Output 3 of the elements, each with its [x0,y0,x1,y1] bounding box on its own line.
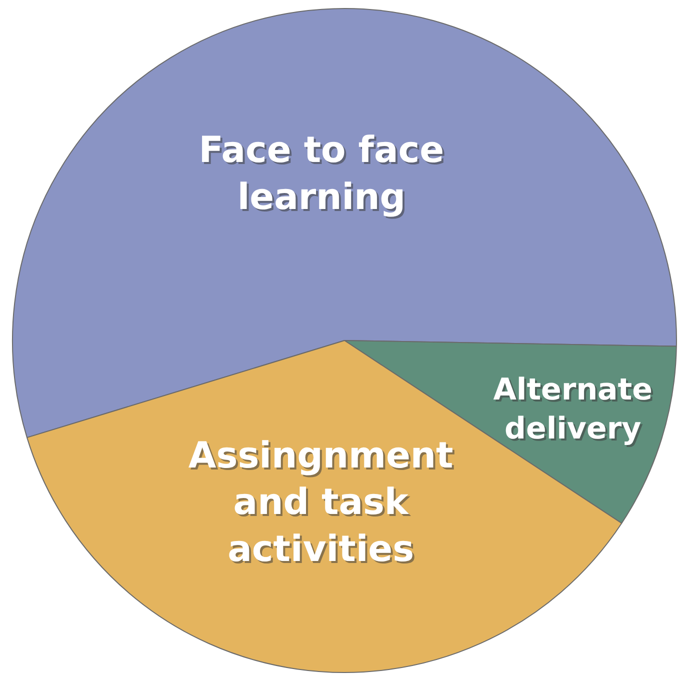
slice-label: Face to face learning [198,130,444,220]
category-label: Assingnment and task activities [188,435,454,570]
slice-label: Alternate delivery [493,372,652,448]
